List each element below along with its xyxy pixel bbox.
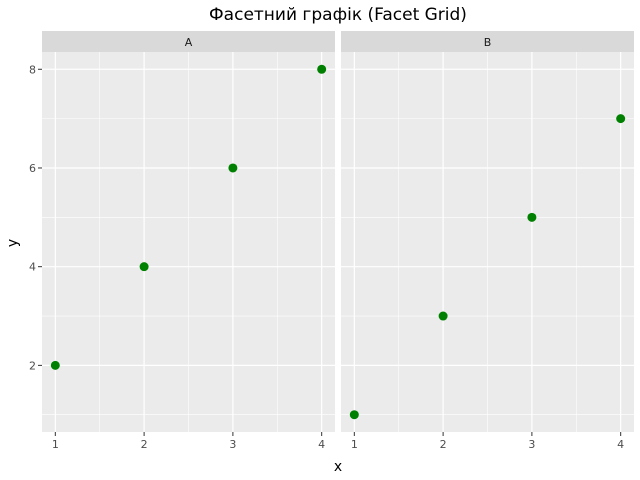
x-tick-label: 3 [528, 438, 535, 451]
x-tick-label: 4 [318, 438, 325, 451]
x-tick-label: 1 [52, 438, 59, 451]
y-tick-label: 2 [29, 359, 36, 372]
x-tick-label: 3 [229, 438, 236, 451]
data-point [349, 410, 359, 420]
y-tick-label: 4 [29, 261, 36, 274]
facet-strip [42, 31, 335, 52]
x-tick-label: 2 [141, 438, 148, 451]
x-tick-label: 1 [351, 438, 358, 451]
data-point [317, 64, 327, 74]
y-tick-label: 6 [29, 162, 36, 175]
data-point [616, 114, 626, 124]
facet-strip [341, 31, 634, 52]
facet-strip-label: B [484, 36, 492, 49]
data-point [50, 360, 60, 370]
x-tick-label: 2 [440, 438, 447, 451]
chart-title: Фасетний графік (Facet Grid) [209, 5, 467, 25]
y-axis-title: y [5, 239, 21, 247]
facet-panel-b: B 1 2 3 4 [341, 31, 634, 451]
data-point [228, 163, 238, 173]
data-point [438, 311, 448, 321]
data-point [139, 262, 149, 272]
x-axis-title: x [334, 459, 342, 475]
y-axis: 2 4 6 8 [29, 63, 42, 372]
x-tick-label: 4 [617, 438, 624, 451]
y-tick-label: 8 [29, 63, 36, 76]
facet-panel-a: A 1 2 3 4 [42, 31, 335, 451]
data-point [527, 212, 537, 222]
facet-strip-label: A [185, 36, 193, 49]
